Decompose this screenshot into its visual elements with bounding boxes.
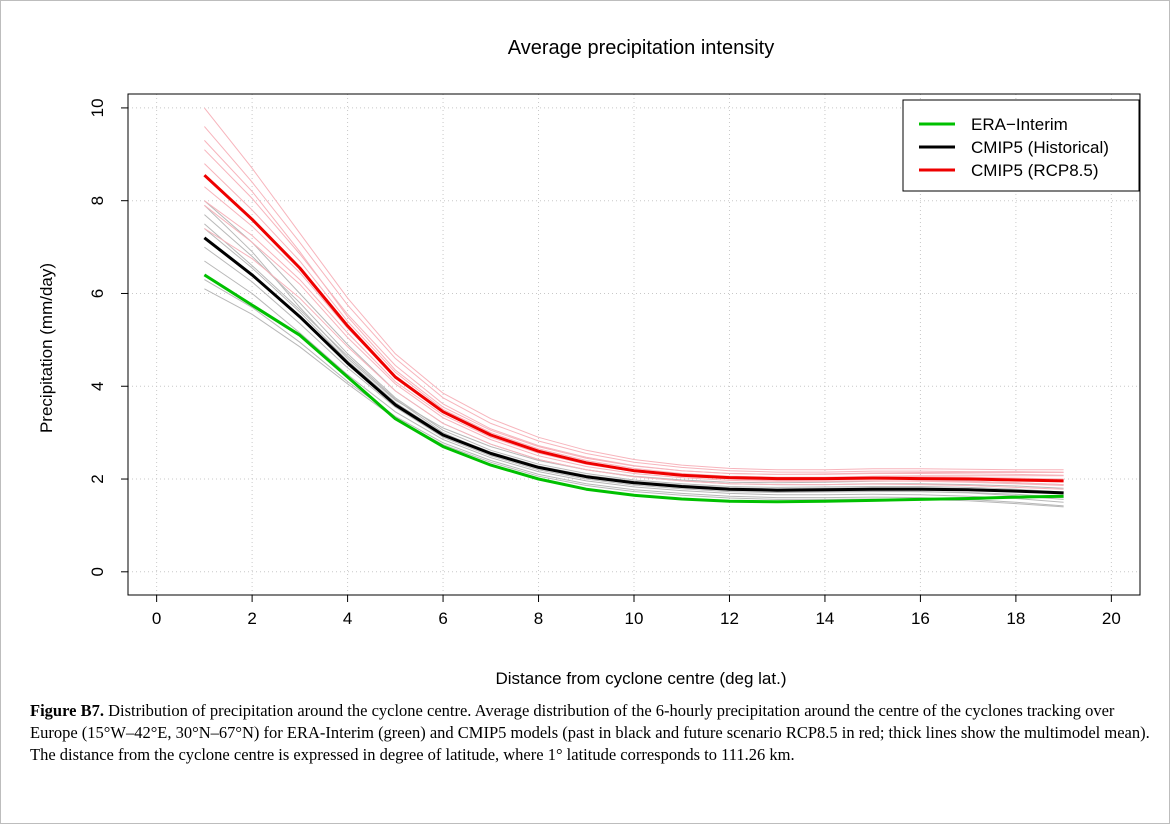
model-member-line-historical [204,228,1064,494]
model-member-line-historical [204,279,1064,507]
x-axis-label: Distance from cyclone centre (deg lat.) [495,669,786,688]
axes: 0 2 4 6 8 10 12 14 16 18 20 0 2 4 6 8 10 [88,98,1121,628]
x-tick-label: 10 [625,609,644,628]
series-line-2 [203,174,1064,483]
legend-label: ERA−Interim [971,115,1068,134]
model-member-line-historical [204,200,1064,489]
x-tick-label: 12 [720,609,739,628]
model-member-line-rcp85 [204,140,1064,475]
y-tick-label: 8 [88,196,107,205]
chart: Average precipitation intensity 0 2 4 6 8 10 1… [37,37,1141,688]
model-spread-lines [204,107,1064,508]
x-tick-label: 2 [247,609,256,628]
y-tick-label: 6 [88,289,107,298]
y-tick-label: 4 [88,382,107,391]
model-member-line-rcp85 [204,126,1064,473]
x-tick-label: 14 [815,609,834,628]
x-tick-label: 6 [438,609,447,628]
series-line-0 [203,273,1064,504]
legend-label: CMIP5 (RCP8.5) [971,161,1099,180]
model-member-line-rcp85 [204,228,1064,490]
figure-caption: Figure B7. Distribution of precipitation… [30,700,1150,766]
model-member-line-rcp85 [204,107,1064,471]
model-member-line-historical [204,214,1064,493]
mean-series-lines [203,174,1064,504]
caption-label: Figure B7. [30,701,104,720]
x-tick-label: 16 [911,609,930,628]
y-axis-label: Precipitation (mm/day) [37,263,56,433]
y-tick-label: 0 [88,567,107,576]
caption-text: Distribution of precipitation around the… [30,701,1150,764]
x-tick-label: 20 [1102,609,1121,628]
x-tick-label: 4 [343,609,352,628]
legend: ERA−Interim CMIP5 (Historical) CMIP5 (RCP8… [902,99,1140,192]
series-line-1 [203,236,1064,495]
x-tick-label: 0 [152,609,161,628]
model-member-line-rcp85 [204,163,1064,478]
y-tick-label: 10 [88,98,107,117]
chart-title: Average precipitation intensity [508,37,774,59]
x-tick-label: 18 [1006,609,1025,628]
y-tick-label: 2 [88,474,107,483]
grid [128,94,1140,595]
x-tick-label: 8 [534,609,543,628]
legend-label: CMIP5 (Historical) [971,138,1109,157]
model-member-line-historical [204,260,1064,503]
